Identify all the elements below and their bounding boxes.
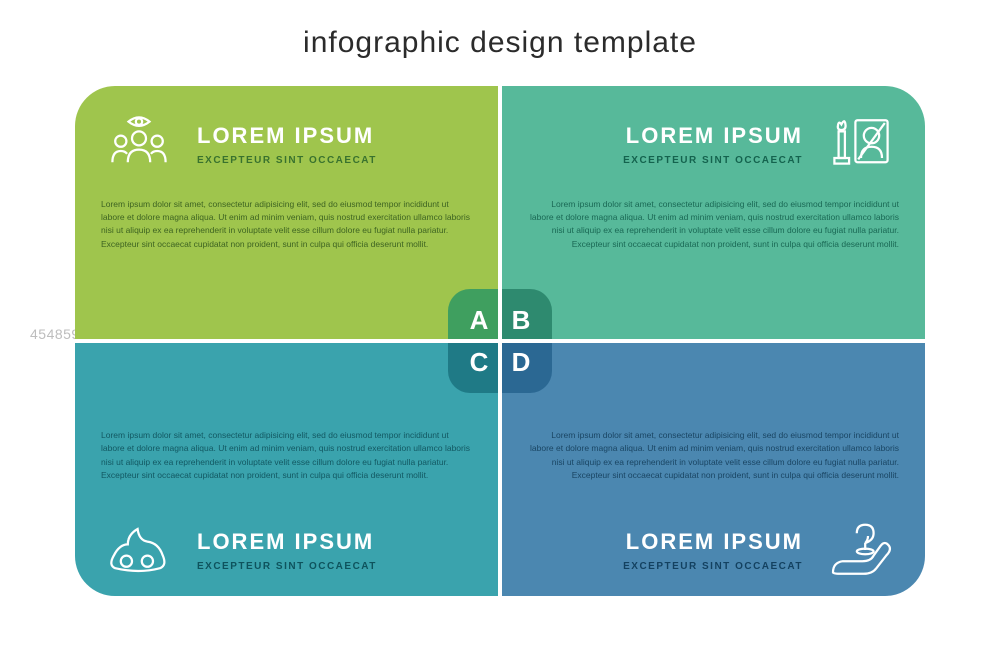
panel-a-badge: A — [448, 289, 498, 339]
panel-a-heading: LOREM IPSUM — [197, 123, 474, 149]
panel-d-subheading: EXCEPTEUR SINT OCCAECAT — [526, 561, 803, 572]
panel-d-heading: LOREM IPSUM — [526, 529, 803, 555]
portrait-candle-icon — [821, 104, 901, 184]
panel-a: LOREM IPSUM EXCEPTEUR SINT OCCAECAT Lore… — [75, 86, 498, 339]
panel-b-heading: LOREM IPSUM — [526, 123, 803, 149]
panel-c-body: Lorem ipsum dolor sit amet, consectetur … — [75, 421, 498, 492]
panel-a-header: LOREM IPSUM EXCEPTEUR SINT OCCAECAT — [75, 86, 498, 190]
panel-a-subheading: EXCEPTEUR SINT OCCAECAT — [197, 155, 474, 166]
panel-c: LOREM IPSUM EXCEPTEUR SINT OCCAECAT Lore… — [75, 343, 498, 596]
page-title: infographic design template — [0, 26, 1000, 60]
panel-b-badge: B — [502, 289, 552, 339]
panel-c-subheading: EXCEPTEUR SINT OCCAECAT — [197, 561, 474, 572]
panel-b-subheading: EXCEPTEUR SINT OCCAECAT — [526, 155, 803, 166]
panel-d-badge: D — [502, 343, 552, 393]
panel-d-heading-group: LOREM IPSUM EXCEPTEUR SINT OCCAECAT — [526, 529, 803, 572]
panel-a-body: Lorem ipsum dolor sit amet, consectetur … — [75, 190, 498, 261]
panel-c-header: LOREM IPSUM EXCEPTEUR SINT OCCAECAT — [75, 492, 498, 596]
panel-b-heading-group: LOREM IPSUM EXCEPTEUR SINT OCCAECAT — [526, 123, 803, 166]
panel-a-heading-group: LOREM IPSUM EXCEPTEUR SINT OCCAECAT — [197, 123, 474, 166]
panel-d-body: Lorem ipsum dolor sit amet, consectetur … — [502, 421, 925, 492]
hand-cup-icon — [821, 510, 901, 590]
panel-c-heading: LOREM IPSUM — [197, 529, 474, 555]
fire-icon — [99, 510, 179, 590]
panel-b-body: Lorem ipsum dolor sit amet, consectetur … — [502, 190, 925, 261]
panel-d: LOREM IPSUM EXCEPTEUR SINT OCCAECAT Lore… — [502, 343, 925, 596]
people-eye-icon — [99, 104, 179, 184]
infographic-grid: LOREM IPSUM EXCEPTEUR SINT OCCAECAT Lore… — [75, 86, 925, 596]
panel-c-badge: C — [448, 343, 498, 393]
panel-d-header: LOREM IPSUM EXCEPTEUR SINT OCCAECAT — [502, 492, 925, 596]
panel-c-heading-group: LOREM IPSUM EXCEPTEUR SINT OCCAECAT — [197, 529, 474, 572]
panel-b: LOREM IPSUM EXCEPTEUR SINT OCCAECAT Lore… — [502, 86, 925, 339]
panel-b-header: LOREM IPSUM EXCEPTEUR SINT OCCAECAT — [502, 86, 925, 190]
